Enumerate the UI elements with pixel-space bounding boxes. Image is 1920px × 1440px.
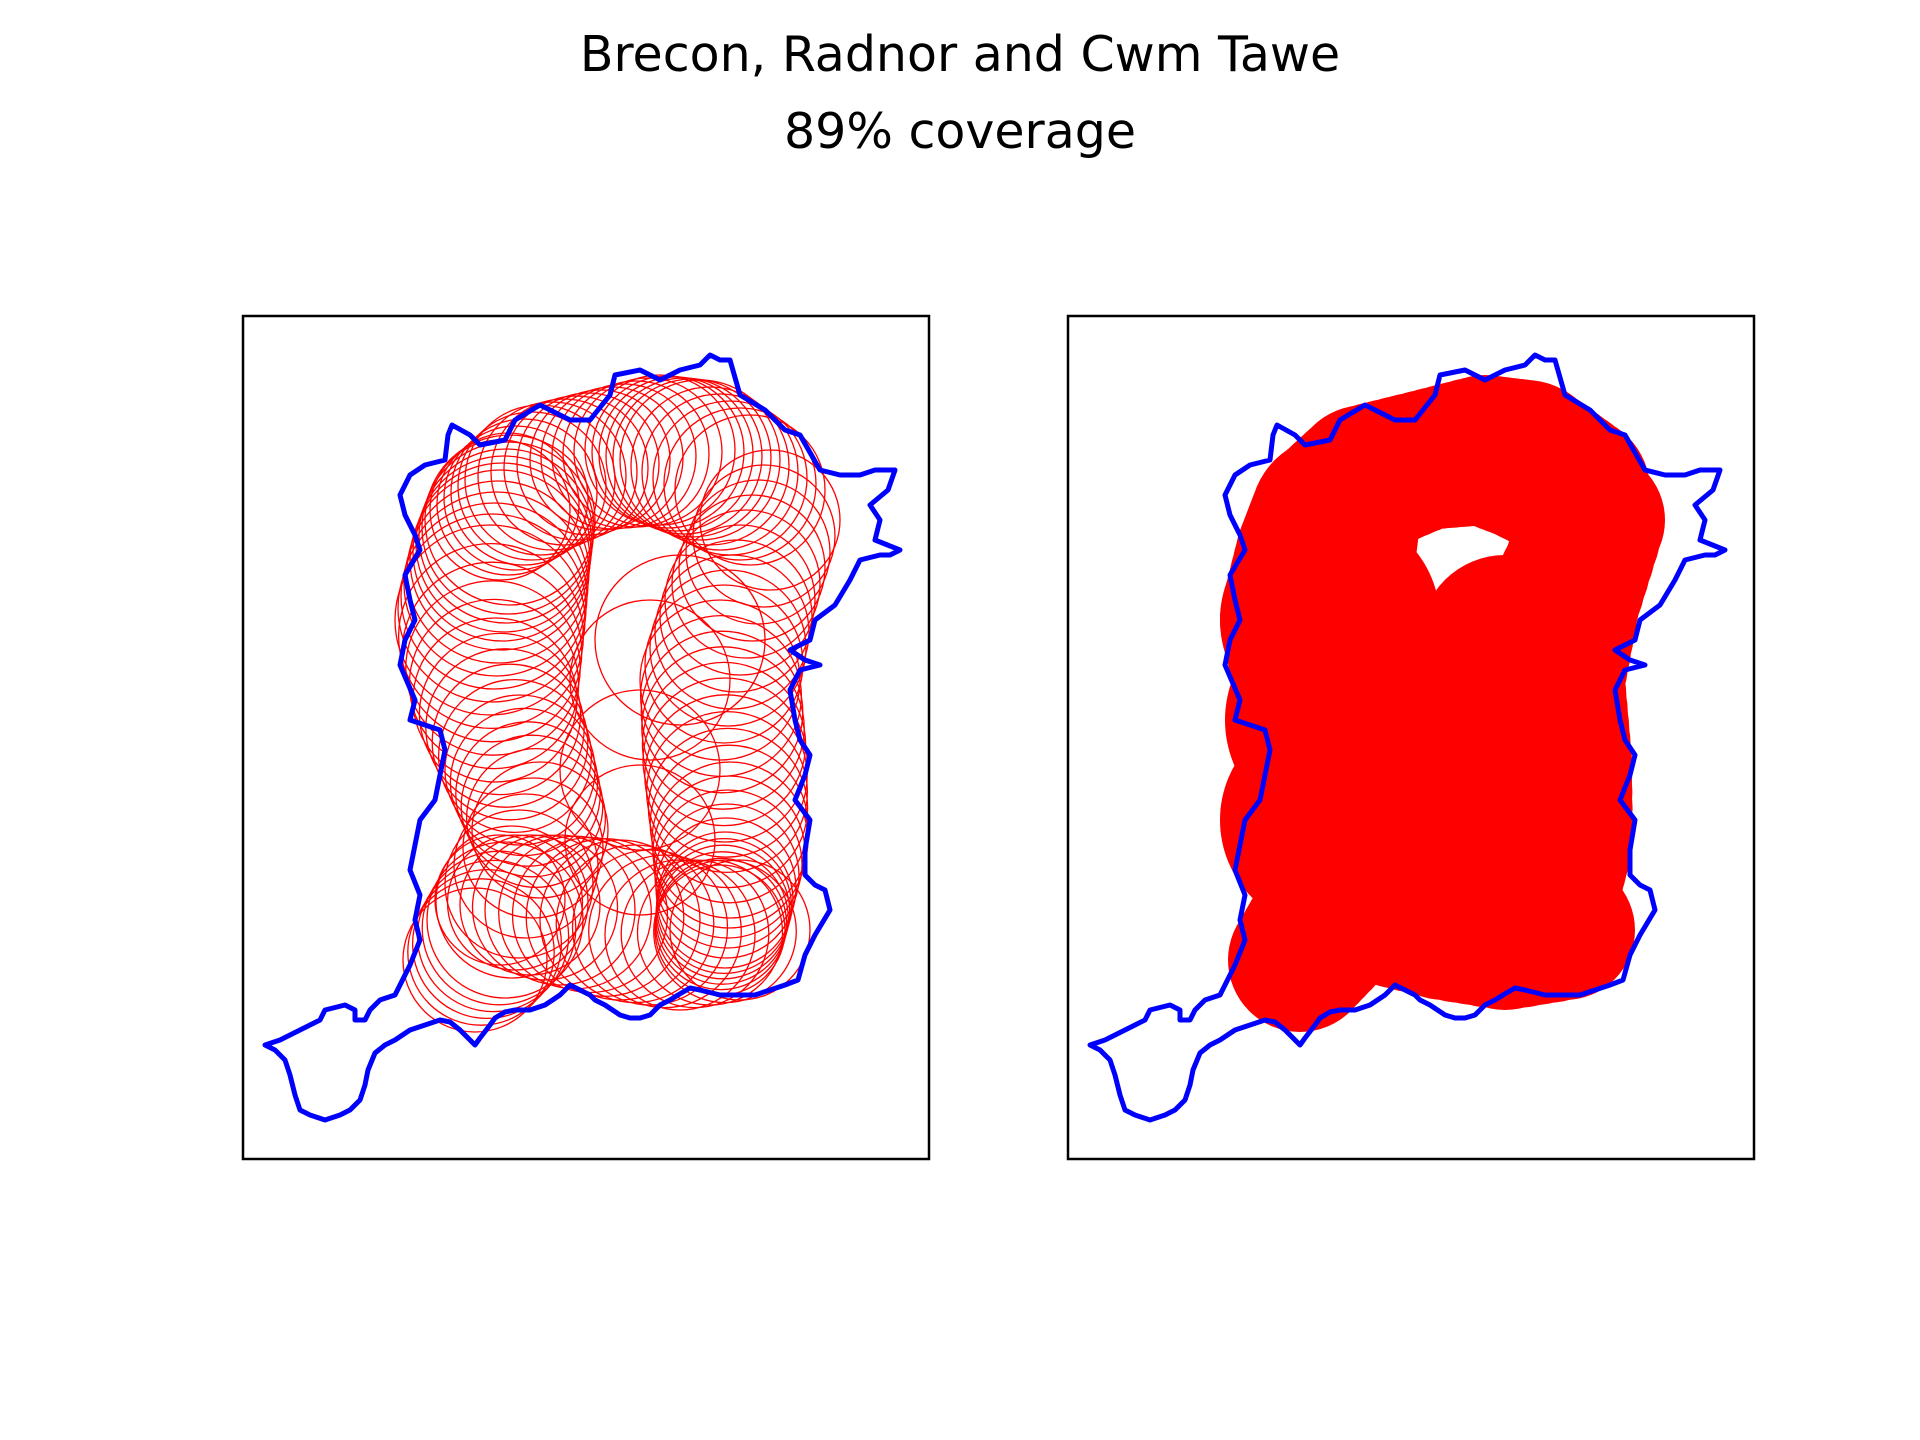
coverage-circle: [411, 868, 563, 1020]
coverage-circle: [407, 878, 555, 1026]
coverage-fill-circle: [1220, 710, 1440, 930]
coverage-circle: [588, 854, 742, 1009]
coverage-circle: [444, 694, 596, 846]
coverage-circle: [409, 469, 591, 651]
constituency-boundary: [1087, 352, 1728, 1123]
coverage-circle: [594, 554, 766, 726]
coverage-circle: [699, 449, 841, 591]
coverage-circle: [653, 859, 797, 1004]
coverage-circle: [664, 524, 816, 676]
coverage-circle: [444, 809, 594, 959]
coverage-fill-circle: [1495, 860, 1635, 1000]
coverage-circle: [425, 648, 585, 808]
coverage-circle: [619, 379, 781, 541]
coverage-circle: [503, 395, 649, 541]
coverage-union-fill: [1220, 375, 1665, 1032]
coverage-circle: [459, 834, 601, 976]
coverage-circle: [394, 524, 586, 716]
coverage-circle: [659, 539, 813, 693]
coverage-circle: [559, 689, 721, 851]
coverage-circle: [555, 844, 715, 1004]
coverage-circle: [539, 839, 701, 1001]
coverage-circle: [437, 678, 593, 834]
coverage-circle: [471, 834, 619, 981]
coverage-circle: [674, 414, 826, 566]
coverage-circle: [490, 398, 638, 546]
coverage-circle: [641, 393, 799, 551]
coverage-circle: [636, 859, 784, 1006]
coverage-circle: [477, 401, 627, 551]
constituency-boundary: [262, 352, 903, 1123]
coverage-circle: [562, 380, 710, 528]
coverage-circle: [431, 663, 589, 821]
coverage-circle: [669, 859, 811, 1001]
coverage-circle: [654, 803, 800, 949]
coverage-circle: [460, 734, 604, 878]
coverage-circle: [605, 377, 763, 535]
coverage-circle: [397, 513, 587, 703]
coverage-union-panel: [1066, 314, 1756, 1161]
coverage-circle-group: [394, 374, 841, 1033]
figure-subtitle: 89% coverage: [784, 103, 1136, 160]
coverage-fill-circle: [1420, 555, 1590, 725]
coverage-circles-panel: [241, 314, 931, 1161]
coverage-circle: [405, 580, 581, 756]
coverage-circle: [678, 494, 826, 642]
coverage-circle: [584, 374, 736, 526]
coverage-circle: [692, 464, 836, 608]
coverage-circle: [569, 599, 731, 761]
coverage-circle: [604, 859, 756, 1011]
coverage-circle: [644, 584, 804, 744]
coverage-circle: [663, 407, 817, 561]
coverage-circle: [654, 554, 810, 710]
coverage-circle: [426, 841, 584, 999]
coverage-circle: [418, 632, 582, 796]
coverage-circle: [435, 825, 589, 979]
coverage-circle: [403, 491, 589, 677]
coverage-circle: [598, 376, 754, 532]
coverage-circle: [412, 462, 592, 642]
coverage-circle: [471, 761, 609, 899]
coverage-circle: [400, 502, 588, 690]
coverage-circle: [455, 721, 601, 867]
figure-title: Brecon, Radnor and Cwm Tawe: [579, 26, 1341, 83]
coverage-circle: [421, 441, 595, 615]
coverage-circle: [620, 859, 770, 1009]
coverage-circle: [443, 425, 589, 571]
coverage-circle: [564, 764, 716, 916]
coverage-circle: [484, 834, 636, 986]
